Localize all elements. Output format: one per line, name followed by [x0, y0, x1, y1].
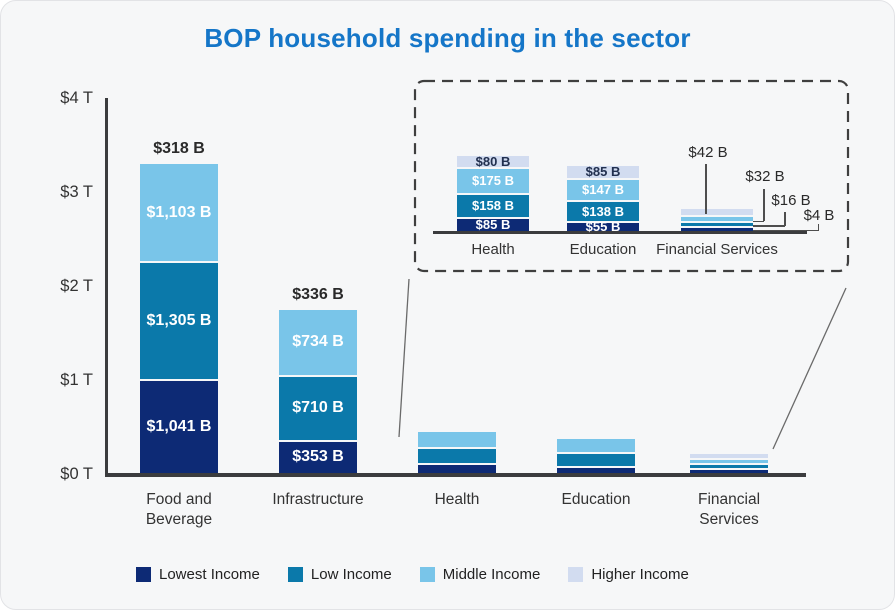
connector-line-left [398, 278, 410, 438]
inset-segment-value-label: $85 B [585, 164, 621, 180]
x-axis-category-label-line: Education [561, 491, 631, 508]
segment-value-label: $1,103 B [146, 203, 212, 221]
inset-category-label: Health [471, 241, 515, 258]
x-axis-category-label-line: Infrastructure [272, 491, 364, 508]
legend-label: Low Income [310, 566, 392, 583]
callout-label: $32 B [745, 168, 785, 185]
callout-label: $42 B [688, 144, 728, 161]
y-axis-tick-label: $0 T [60, 465, 93, 483]
inset-segment-value-label: $85 B [475, 217, 511, 233]
bar-segment [690, 460, 768, 463]
inset-segment-value-label: $175 B [472, 173, 514, 189]
y-axis-tick-label: $4 T [60, 89, 93, 107]
inset-bar-segment: $147 B [567, 180, 639, 201]
y-axis-tick-label: $3 T [60, 183, 93, 201]
x-axis-category-label-line: Services [699, 511, 759, 528]
inset-bar-segment: $138 B [567, 202, 639, 222]
segment-value-label: $734 B [292, 333, 344, 351]
legend-item: Higher Income [568, 566, 689, 583]
segment-value-label: $710 B [292, 399, 344, 417]
inset-category-label: Education [569, 241, 637, 258]
inset-bar-segment [681, 216, 753, 222]
inset-bar-segment [681, 209, 753, 215]
x-axis-category-label-line: Food and [146, 491, 212, 508]
inset-bar-segment [681, 228, 753, 231]
inset-bar-segment: $158 B [457, 195, 529, 218]
bar-segment [690, 465, 768, 468]
legend-swatch [419, 567, 435, 582]
bar-segment [690, 470, 768, 473]
inset-segment-value-label: $147 B [582, 182, 624, 198]
bar-segment: $353 B [279, 441, 357, 473]
legend-item: Lowest Income [136, 566, 260, 583]
x-axis-category-label: Education [526, 490, 666, 510]
legend-label: Higher Income [591, 566, 689, 583]
inset-bar-segment [681, 223, 753, 227]
inset-segment-value-label: $55 B [585, 219, 621, 235]
bar-segment [418, 465, 496, 473]
callout-line [705, 164, 707, 214]
inset-bar-segment: $85 B [567, 164, 639, 180]
bar-segment: $734 B [279, 309, 357, 375]
bar-segment [690, 454, 768, 458]
callout-line [763, 189, 765, 221]
x-axis-category-label-line: Health [434, 491, 480, 508]
inset-category-label: Financial Services [656, 241, 778, 258]
x-axis-category-label-line: Beverage [145, 511, 213, 528]
bar-segment [418, 449, 496, 464]
inset-bar-segment: $55 B [567, 219, 639, 235]
x-axis-category-label: Food and Beverage [109, 490, 249, 530]
inset-segment-value-label: $138 B [582, 203, 624, 219]
inset-bar-segment: $85 B [457, 217, 529, 233]
bar-top-value-label: $336 B [292, 285, 344, 303]
bar-segment: $1,103 B [140, 163, 218, 262]
inset-bar-segment: $80 B [457, 153, 529, 169]
bar-segment [557, 438, 635, 452]
inset-bar-segment: $175 B [457, 169, 529, 194]
y-axis-tick-label: $1 T [60, 371, 93, 389]
chart-title: BOP household spending in the sector [204, 23, 691, 53]
x-axis-category-label: Infrastructure [248, 490, 388, 510]
y-axis-tick-label: $2 T [60, 277, 93, 295]
bar-segment [557, 453, 635, 467]
segment-value-label: $1,305 B [146, 312, 212, 330]
legend-item: Middle Income [419, 566, 541, 583]
bar-segment: $1,041 B [140, 380, 218, 473]
legend-label: Lowest Income [159, 566, 260, 583]
bar-top-value-label: $318 B [153, 139, 205, 157]
segment-value-label: $1,041 B [146, 417, 212, 435]
bar-segment [557, 468, 635, 473]
legend-item: Low Income [287, 566, 392, 583]
callout-line [753, 225, 785, 227]
legend: Lowest Income Low Income Middle Income High… [136, 566, 689, 583]
y-axis-line [105, 98, 108, 477]
bar-segment [418, 432, 496, 448]
x-axis-line [105, 473, 806, 477]
callout-line [817, 224, 819, 230]
x-axis-category-label: Financial Services [659, 490, 799, 530]
bar-segment: $710 B [279, 376, 357, 440]
legend-swatch [136, 567, 151, 582]
inset-segment-value-label: $80 B [475, 153, 511, 169]
legend-swatch [568, 567, 584, 582]
inset-segment-value-label: $158 B [472, 198, 514, 214]
x-axis-category-label-line: Financial [697, 491, 761, 508]
callout-label: $4 B [803, 207, 835, 224]
callout-line [753, 229, 819, 231]
callout-label: $16 B [771, 192, 811, 209]
segment-value-label: $353 B [292, 448, 344, 466]
callout-line [753, 220, 764, 222]
x-axis-category-label: Health [387, 490, 527, 510]
legend-swatch [287, 567, 303, 582]
legend-label: Middle Income [442, 566, 541, 583]
callout-line [784, 212, 786, 226]
bar-segment: $1,305 B [140, 263, 218, 379]
connector-line-right [772, 287, 847, 450]
